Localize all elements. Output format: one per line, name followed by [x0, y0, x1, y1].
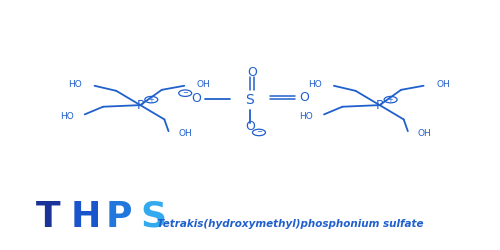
Text: HO: HO — [300, 112, 313, 121]
Text: HO: HO — [60, 112, 74, 121]
Text: O: O — [299, 91, 309, 104]
Text: +: + — [148, 97, 154, 103]
Text: −: − — [182, 90, 188, 96]
Text: P: P — [376, 98, 384, 112]
Text: O: O — [245, 120, 255, 134]
Text: P: P — [136, 98, 144, 112]
Text: S: S — [140, 200, 166, 234]
Text: T: T — [36, 200, 60, 234]
Text: HO: HO — [68, 80, 82, 89]
Text: OH: OH — [418, 129, 432, 138]
Text: Tetrakis(hydroxymethyl)phosphonium sulfate: Tetrakis(hydroxymethyl)phosphonium sulfa… — [156, 220, 423, 230]
Text: −: − — [256, 130, 262, 136]
Text: OH: OH — [178, 129, 192, 138]
Text: OH: OH — [436, 80, 450, 89]
Text: +: + — [388, 97, 394, 103]
Text: O: O — [247, 66, 257, 79]
Text: OH: OH — [196, 80, 210, 89]
Text: HO: HO — [308, 80, 322, 89]
Text: O: O — [191, 92, 201, 106]
Text: P: P — [106, 200, 132, 234]
Text: S: S — [246, 93, 254, 107]
Text: H: H — [70, 200, 101, 234]
